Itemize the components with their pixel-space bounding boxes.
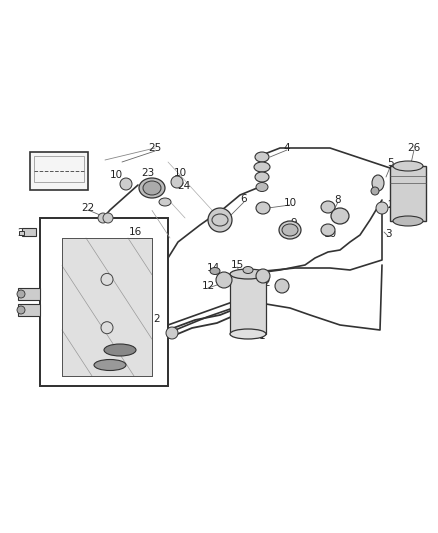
Ellipse shape — [282, 224, 298, 236]
Ellipse shape — [210, 268, 220, 274]
Circle shape — [376, 202, 388, 214]
Bar — [40, 218, 168, 386]
Text: 14: 14 — [206, 263, 219, 273]
Text: 9: 9 — [291, 218, 297, 228]
Ellipse shape — [143, 181, 161, 195]
Text: 10: 10 — [283, 198, 297, 208]
Ellipse shape — [230, 269, 266, 279]
Bar — [40, 218, 168, 386]
Bar — [40, 218, 168, 386]
Text: 5: 5 — [388, 158, 394, 168]
Text: 10: 10 — [323, 229, 336, 239]
Ellipse shape — [159, 198, 171, 206]
Text: 22: 22 — [81, 203, 95, 213]
Text: 20: 20 — [86, 357, 99, 367]
Circle shape — [103, 213, 113, 223]
Circle shape — [216, 272, 232, 288]
Bar — [62, 238, 152, 376]
Ellipse shape — [256, 202, 270, 214]
Text: 15: 15 — [230, 260, 244, 270]
Circle shape — [275, 279, 289, 293]
Ellipse shape — [256, 182, 268, 191]
Circle shape — [98, 213, 108, 223]
Text: 12: 12 — [201, 281, 215, 291]
Circle shape — [101, 273, 113, 285]
Text: 16: 16 — [128, 227, 141, 237]
Ellipse shape — [371, 187, 379, 195]
Ellipse shape — [255, 152, 269, 162]
Ellipse shape — [321, 224, 335, 236]
Ellipse shape — [372, 175, 384, 191]
Ellipse shape — [104, 344, 136, 356]
Text: 2: 2 — [154, 314, 160, 324]
Bar — [62, 238, 152, 376]
Ellipse shape — [331, 208, 349, 224]
Circle shape — [120, 178, 132, 190]
Circle shape — [17, 306, 25, 314]
Text: 25: 25 — [148, 143, 162, 153]
Text: 28: 28 — [18, 228, 31, 238]
Ellipse shape — [393, 216, 423, 226]
Bar — [230, 274, 266, 334]
Ellipse shape — [243, 266, 253, 273]
Bar — [34, 156, 84, 182]
Bar — [18, 304, 40, 316]
Ellipse shape — [212, 214, 228, 226]
Text: 24: 24 — [177, 181, 191, 191]
Text: 18: 18 — [18, 290, 31, 300]
Ellipse shape — [94, 359, 126, 370]
Ellipse shape — [255, 172, 269, 182]
Ellipse shape — [139, 178, 165, 198]
Text: 26: 26 — [407, 143, 420, 153]
Ellipse shape — [279, 221, 301, 239]
Text: 2: 2 — [388, 200, 394, 210]
Circle shape — [17, 290, 25, 298]
Text: 3: 3 — [385, 229, 391, 239]
Bar — [18, 288, 40, 300]
Bar — [390, 166, 426, 221]
Ellipse shape — [393, 161, 423, 171]
Ellipse shape — [230, 329, 266, 339]
Bar — [19, 231, 24, 235]
Circle shape — [101, 322, 113, 334]
Text: 8: 8 — [335, 195, 341, 205]
Bar — [22, 228, 36, 236]
Circle shape — [256, 269, 270, 283]
Ellipse shape — [254, 162, 270, 172]
Text: 21: 21 — [81, 340, 95, 350]
Circle shape — [166, 327, 178, 339]
Circle shape — [171, 176, 183, 188]
Text: 4: 4 — [284, 143, 290, 153]
Ellipse shape — [321, 201, 335, 213]
Bar — [30, 152, 88, 190]
Circle shape — [208, 208, 232, 232]
Text: 10: 10 — [110, 170, 123, 180]
Text: 2: 2 — [264, 278, 270, 288]
Text: 19: 19 — [19, 307, 32, 317]
Text: 23: 23 — [141, 168, 155, 178]
Text: 10: 10 — [173, 168, 187, 178]
Text: 6: 6 — [241, 194, 247, 204]
Text: 1: 1 — [259, 331, 265, 341]
